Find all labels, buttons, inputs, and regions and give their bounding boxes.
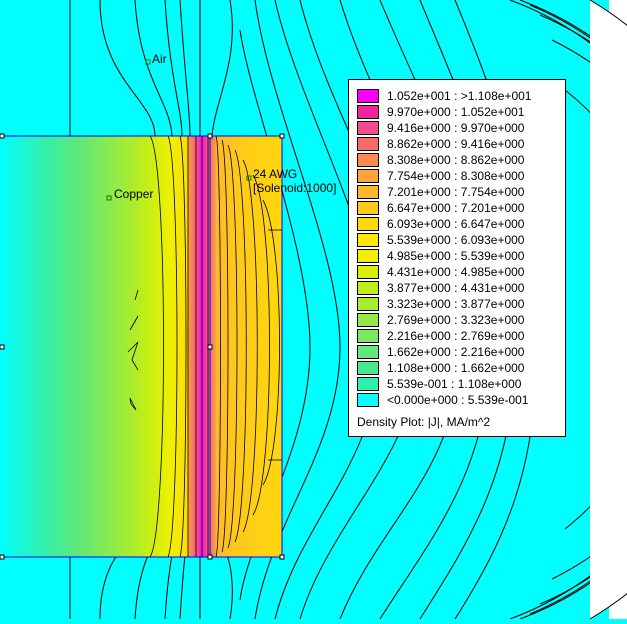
- copper-label-marker[interactable]: [106, 195, 112, 201]
- domain-boundary: [589, 0, 627, 620]
- legend-swatch: [357, 297, 379, 311]
- air-label-marker[interactable]: [145, 59, 151, 65]
- legend-range-label: 4.431e+000 : 4.985e+000: [387, 265, 525, 279]
- coil-region: [216, 136, 282, 557]
- legend-range-label: 8.308e+000 : 8.862e+000: [387, 153, 525, 167]
- coil-label-line1: 24 AWG: [253, 167, 298, 181]
- legend-swatch: [357, 89, 379, 103]
- coil-label-marker[interactable]: [246, 175, 252, 181]
- legend-range-label: 2.216e+000 : 2.769e+000: [387, 329, 525, 343]
- legend-range-label: 5.539e+000 : 6.093e+000: [387, 233, 525, 247]
- legend-swatch: [357, 153, 379, 167]
- legend-range-label: 2.769e+000 : 3.323e+000: [387, 313, 525, 327]
- legend-swatch: [357, 361, 379, 375]
- legend-range-label: 3.877e+000 : 4.431e+000: [387, 281, 525, 295]
- legend-range-label: 8.862e+000 : 9.416e+000: [387, 137, 525, 151]
- legend-swatch: [357, 185, 379, 199]
- legend-swatch: [357, 121, 379, 135]
- air-label: Air: [152, 52, 167, 66]
- legend-swatch: [357, 377, 379, 391]
- legend-range-label: 4.985e+000 : 5.539e+000: [387, 249, 525, 263]
- legend-swatch: [357, 105, 379, 119]
- legend-range-label: 6.647e+000 : 7.201e+000: [387, 201, 525, 215]
- legend-range-label: 3.323e+000 : 3.877e+000: [387, 297, 525, 311]
- legend-swatch: [357, 265, 379, 279]
- density-legend: Density Plot: |J|, MA/m^2 1.052e+001 : >…: [348, 79, 566, 437]
- legend-swatch: [357, 281, 379, 295]
- coil-label-line2: [Solenoid:1000]: [253, 181, 337, 195]
- legend-swatch: [357, 217, 379, 231]
- copper-core-region: [0, 136, 208, 557]
- legend-swatch: [357, 169, 379, 183]
- legend-swatch: [357, 393, 379, 407]
- legend-range-label: 5.539e-001 : 1.108e+000: [387, 377, 522, 391]
- legend-range-label: 1.052e+001 : >1.108e+001: [387, 89, 532, 103]
- legend-swatch: [357, 313, 379, 327]
- legend-range-label: 1.108e+000 : 1.662e+000: [387, 361, 525, 375]
- legend-range-label: 1.662e+000 : 2.216e+000: [387, 345, 525, 359]
- legend-swatch: [357, 137, 379, 151]
- legend-swatch: [357, 329, 379, 343]
- legend-swatch: [357, 201, 379, 215]
- legend-title: Density Plot: |J|, MA/m^2: [357, 415, 491, 429]
- legend-swatch: [357, 249, 379, 263]
- legend-swatch: [357, 233, 379, 247]
- legend-range-label: <0.000e+000 : 5.539e-001: [387, 393, 529, 407]
- legend-swatch: [357, 345, 379, 359]
- legend-range-label: 9.970e+000 : 1.052e+001: [387, 105, 525, 119]
- legend-range-label: 6.093e+000 : 6.647e+000: [387, 217, 525, 231]
- legend-range-label: 7.201e+000 : 7.754e+000: [387, 185, 525, 199]
- legend-range-label: 9.416e+000 : 9.970e+000: [387, 121, 525, 135]
- copper-label: Copper: [114, 187, 154, 201]
- geometry-nodes[interactable]: [0, 133, 285, 560]
- legend-range-label: 7.754e+000 : 8.308e+000: [387, 169, 525, 183]
